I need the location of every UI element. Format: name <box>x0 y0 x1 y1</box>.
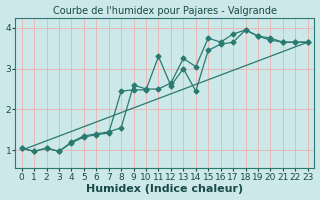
Title: Courbe de l'humidex pour Pajares - Valgrande: Courbe de l'humidex pour Pajares - Valgr… <box>53 6 277 16</box>
X-axis label: Humidex (Indice chaleur): Humidex (Indice chaleur) <box>86 184 243 194</box>
